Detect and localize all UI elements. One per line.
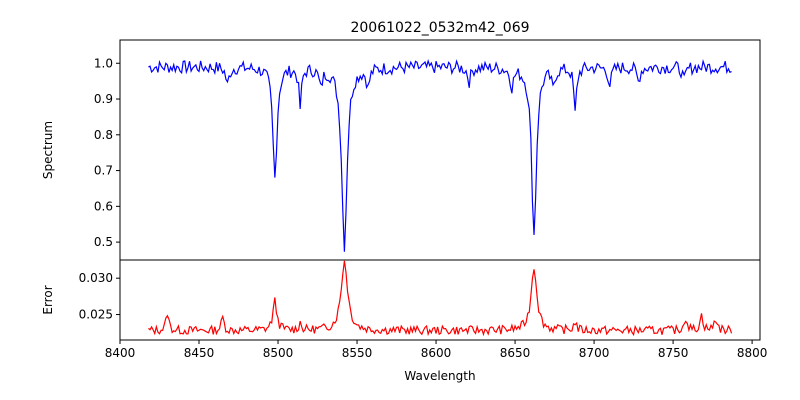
error-axes-frame	[119, 259, 761, 341]
spectrum-y-tick-label: 0.9	[94, 92, 113, 106]
spectrum-y-tick-label: 0.8	[94, 128, 113, 142]
error-series-line	[148, 260, 733, 337]
error-y-ticks: 0.025 0.030	[79, 271, 120, 322]
error-y-tick-label: 0.030	[79, 271, 113, 285]
spectrum-y-tick-label: 0.6	[94, 199, 113, 213]
x-tick-label: 8600	[421, 346, 452, 360]
spectrum-y-tick-label: 1.0	[94, 56, 113, 70]
error-y-axis-label: Error	[41, 285, 55, 314]
x-tick-label: 8800	[737, 346, 768, 360]
x-tick-label: 8450	[184, 346, 215, 360]
spectrum-series-line	[148, 58, 732, 252]
spectrum-axes-frame	[119, 39, 761, 261]
x-tick-label: 8750	[658, 346, 689, 360]
spectrum-panel: 0.5 0.6 0.7 0.8 0.9 1.0 Spectrum	[41, 39, 761, 261]
x-tick-label: 8550	[342, 346, 373, 360]
spectrum-y-tick-label: 0.5	[94, 235, 113, 249]
error-x-ticks: 8400 8450 8500 8550 8600 8650 8700 8750 8800	[105, 340, 768, 360]
chart-title: 20061022_0532m42_069	[350, 20, 529, 36]
x-tick-label: 8500	[263, 346, 294, 360]
x-axis-label: Wavelength	[404, 369, 475, 383]
spectrum-y-tick-label: 0.7	[94, 164, 113, 178]
error-y-tick-label: 0.025	[79, 308, 113, 322]
spectrum-y-ticks: 0.5 0.6 0.7 0.8 0.9 1.0	[94, 56, 120, 249]
x-tick-label: 8400	[105, 346, 136, 360]
x-tick-label: 8700	[579, 346, 610, 360]
spectrum-y-axis-label: Spectrum	[41, 121, 55, 179]
x-tick-label: 8650	[500, 346, 531, 360]
